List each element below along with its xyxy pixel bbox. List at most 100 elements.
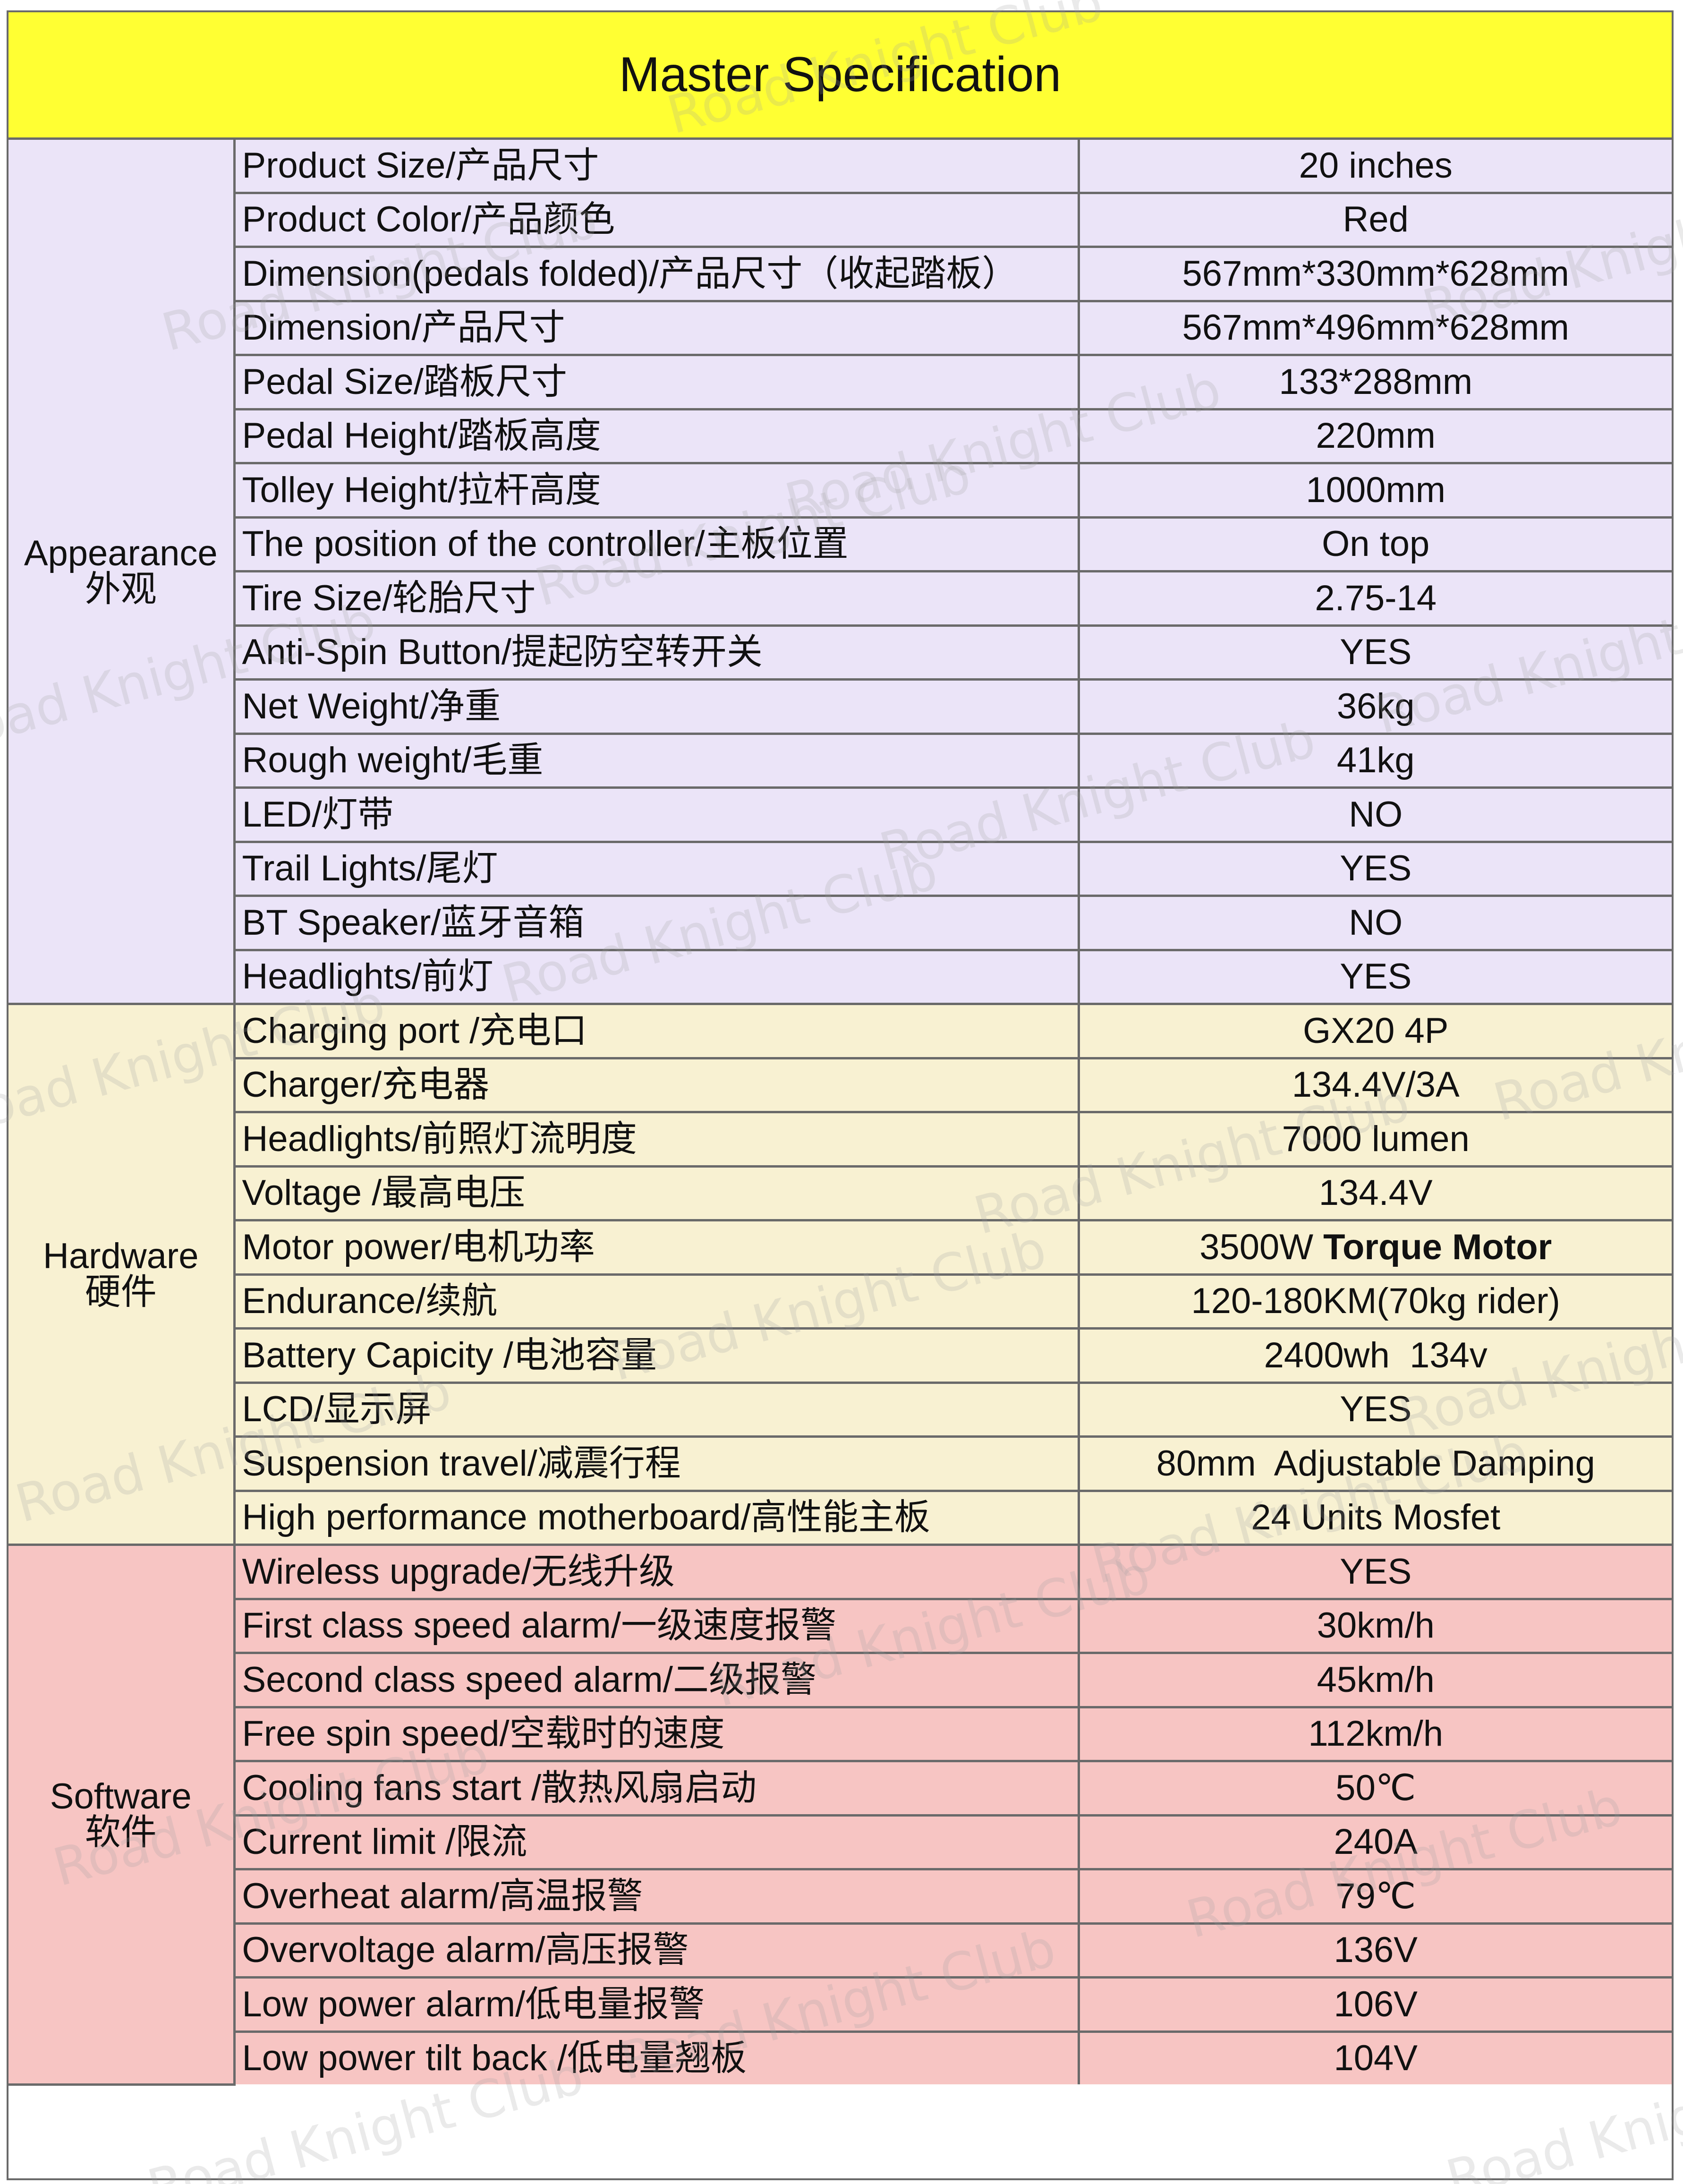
spec-table: Appearance 外观 Product Size/产品尺寸 20 inches Pr… <box>8 140 1672 2086</box>
spec-label: Motor power/电机功率 <box>234 1219 1080 1276</box>
spec-label: Endurance/续航 <box>234 1273 1080 1330</box>
table-row: Cooling fans start /散热风扇启动 50℃ <box>8 1760 1672 1817</box>
spec-value: 106V <box>1077 1976 1672 2033</box>
spec-value-text: 134.4V/3A <box>1292 1065 1460 1105</box>
spec-value-text: 1000mm <box>1306 469 1446 510</box>
table-row: Suspension travel/减震行程 80mm Adjustable Da… <box>8 1435 1672 1492</box>
spec-value: 134.4V/3A <box>1077 1057 1672 1113</box>
table-row: Dimension(pedals folded)/产品尺寸（收起踏板） 567mm… <box>8 246 1672 302</box>
spec-value-text: 2.75-14 <box>1315 578 1437 618</box>
spec-label: Net Weight/净重 <box>234 678 1080 735</box>
spec-value: 104V <box>1077 2030 1672 2084</box>
table-row: Low power tilt back /低电量翘板 104V <box>8 2030 1672 2084</box>
spec-label: First class speed alarm/一级速度报警 <box>234 1597 1080 1654</box>
spec-label: Pedal Height/踏板高度 <box>234 408 1080 464</box>
spec-value-text: 24 Units Mosfet <box>1251 1497 1501 1538</box>
table-row: Product Color/产品颜色 Red <box>8 191 1672 248</box>
table-row: Overheat alarm/高温报警 79℃ <box>8 1868 1672 1925</box>
spec-label: Low power tilt back /低电量翘板 <box>234 2030 1080 2084</box>
spec-label: Headlights/前照灯流明度 <box>234 1111 1080 1168</box>
table-row: Rough weight/毛重 41kg <box>8 732 1672 789</box>
spec-value: 240A <box>1077 1814 1672 1870</box>
spec-value: 36kg <box>1077 678 1672 735</box>
spec-value: NO <box>1077 786 1672 843</box>
spec-sheet: Master Specification Appearance 外观 Product… <box>7 10 1674 2180</box>
table-row: Anti-Spin Button/提起防空转开关 YES <box>8 624 1672 681</box>
table-row: Headlights/前照灯流明度 7000 lumen <box>8 1111 1672 1168</box>
spec-value-text: 120-180KM(70kg rider) <box>1191 1281 1561 1322</box>
spec-value-text: Red <box>1343 199 1409 240</box>
spec-value: 567mm*496mm*628mm <box>1077 299 1672 356</box>
spec-label: Rough weight/毛重 <box>234 732 1080 789</box>
spec-value-text: 45km/h <box>1317 1659 1435 1700</box>
table-row: Headlights/前灯 YES <box>8 948 1672 1005</box>
spec-value-text: 112km/h <box>1308 1714 1444 1754</box>
spec-value: YES <box>1077 1544 1672 1600</box>
spec-label: Charger/充电器 <box>234 1057 1080 1113</box>
spec-value: 220mm <box>1077 408 1672 464</box>
spec-value-text: On top <box>1322 524 1430 564</box>
spec-value: 2.75-14 <box>1077 570 1672 627</box>
spec-value: 120-180KM(70kg rider) <box>1077 1273 1672 1330</box>
spec-value-text: 2400wh 134v <box>1264 1335 1488 1375</box>
spec-value-text: 220mm <box>1316 416 1436 456</box>
spec-label: Battery Capicity /电池容量 <box>234 1327 1080 1384</box>
spec-value-text: YES <box>1340 1389 1412 1430</box>
spec-value-text: YES <box>1340 848 1412 889</box>
spec-value-text: 3500W <box>1199 1227 1324 1267</box>
spec-label: Charging port /充电口 <box>233 1003 1080 1059</box>
spec-label: Dimension(pedals folded)/产品尺寸（收起踏板） <box>234 246 1080 302</box>
spec-value: 20 inches <box>1077 140 1672 194</box>
table-row: Battery Capicity /电池容量 2400wh 134v <box>8 1327 1672 1384</box>
spec-value: YES <box>1077 1381 1672 1438</box>
spec-value: 24 Units Mosfet <box>1077 1489 1672 1546</box>
spec-value: 79℃ <box>1077 1868 1672 1925</box>
spec-value-text: 20 inches <box>1299 145 1453 186</box>
table-row: Tolley Height/拉杆高度 1000mm <box>8 462 1672 519</box>
spec-value: 45km/h <box>1077 1652 1672 1708</box>
spec-label: Current limit /限流 <box>234 1814 1080 1870</box>
spec-label: Suspension travel/减震行程 <box>234 1435 1080 1492</box>
category-name-zh: 硬件 <box>85 1272 157 1312</box>
spec-value: 50℃ <box>1077 1760 1672 1817</box>
spec-label: Tire Size/轮胎尺寸 <box>234 570 1080 627</box>
spec-label: BT Speaker/蓝牙音箱 <box>234 895 1080 951</box>
spec-value-text: 567mm*496mm*628mm <box>1182 307 1569 348</box>
table-row: BT Speaker/蓝牙音箱 NO <box>8 895 1672 951</box>
spec-label: High performance motherboard/高性能主板 <box>234 1489 1080 1546</box>
spec-value: 41kg <box>1077 732 1672 789</box>
table-row: The position of the controller/主板位置 On to… <box>8 516 1672 572</box>
spec-label: The position of the controller/主板位置 <box>234 516 1080 572</box>
table-row: LED/灯带 NO <box>8 786 1672 843</box>
table-row: Pedal Size/踏板尺寸 133*288mm <box>8 354 1672 410</box>
spec-value-text: 567mm*330mm*628mm <box>1182 253 1569 294</box>
table-row: Second class speed alarm/二级报警 45km/h <box>8 1652 1672 1708</box>
spec-value-text: 30km/h <box>1317 1605 1435 1646</box>
spec-label: Pedal Size/踏板尺寸 <box>234 354 1080 410</box>
spec-value: 2400wh 134v <box>1077 1327 1672 1384</box>
spec-label: LCD/显示屏 <box>234 1381 1080 1438</box>
spec-value-emphasis: Torque Motor <box>1323 1227 1552 1267</box>
table-row: Voltage /最高电压 134.4V <box>8 1165 1672 1221</box>
spec-label: Second class speed alarm/二级报警 <box>234 1652 1080 1708</box>
spec-value: 80mm Adjustable Damping <box>1077 1435 1672 1492</box>
spec-value-text: YES <box>1340 956 1412 997</box>
spec-value: 1000mm <box>1077 462 1672 519</box>
spec-value-text: 104V <box>1334 2038 1418 2079</box>
table-row: Pedal Height/踏板高度 220mm <box>8 408 1672 464</box>
category-appearance: Appearance 外观 <box>8 140 236 1005</box>
spec-value: 3500W Torque Motor <box>1077 1219 1672 1276</box>
spec-value-text: 7000 lumen <box>1282 1118 1470 1159</box>
spec-value-text: NO <box>1349 794 1403 835</box>
spec-value: On top <box>1077 516 1672 572</box>
spec-value-text: 41kg <box>1336 740 1415 781</box>
spec-label: LED/灯带 <box>234 786 1080 843</box>
spec-value: 133*288mm <box>1077 354 1672 410</box>
table-row: Overvoltage alarm/高压报警 136V <box>8 1922 1672 1979</box>
spec-label: Trail Lights/尾灯 <box>234 840 1080 897</box>
spec-value-text: 80mm Adjustable Damping <box>1156 1443 1595 1484</box>
spec-label: Voltage /最高电压 <box>234 1165 1080 1221</box>
spec-label: Anti-Spin Button/提起防空转开关 <box>234 624 1080 681</box>
spec-value: 567mm*330mm*628mm <box>1077 246 1672 302</box>
spec-value: YES <box>1077 624 1672 681</box>
